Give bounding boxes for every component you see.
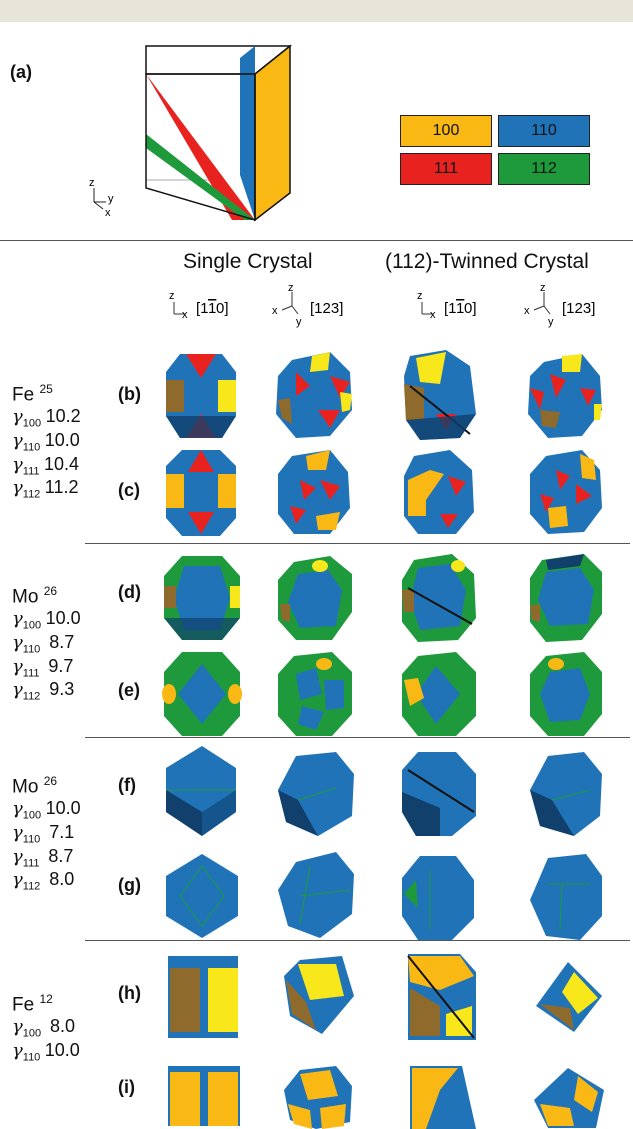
element-ref: 25 [39, 382, 53, 396]
axis-y: y [108, 193, 114, 205]
legend-100: 100 [400, 115, 492, 147]
crystal-d-twinned-110 [402, 554, 476, 642]
view-labels: z x [1 1 0] z x y [123] z x [1 1 0] z x … [169, 282, 595, 328]
header-single-crystal: Single Crystal [183, 250, 313, 273]
crystal-f-single-123 [278, 752, 354, 836]
svg-text:[123]: [123] [310, 300, 343, 317]
crystal-g-twinned-100 [402, 856, 474, 940]
axis-z: z [89, 177, 95, 189]
crystal-d-twinned-123 [530, 554, 602, 642]
svg-text:[1: [1 [444, 300, 457, 317]
crystal-b-twinned-123 [528, 354, 602, 438]
crystal-h-twinned-123 [536, 962, 602, 1032]
divider-top [0, 240, 633, 241]
svg-text:[123]: [123] [562, 300, 595, 317]
crystal-d-single-110 [164, 556, 240, 640]
legend-111: 111 [400, 153, 492, 185]
svg-text:y: y [548, 316, 554, 328]
crystal-e-single-123 [278, 652, 352, 736]
crystal-e-single-100 [162, 652, 242, 736]
crystal-i-single-100 [168, 1066, 240, 1126]
crystal-d-single-123 [278, 556, 352, 640]
header-twinned-crystal: (112)-Twinned Crystal [385, 250, 589, 273]
panel-label-g: (g) [118, 875, 141, 895]
panel-label-e: (e) [118, 680, 140, 700]
crystal-c-twinned-100 [404, 450, 474, 534]
view-123-single: z x y [123] [272, 282, 343, 328]
view-110-single: z x [1 1 0] [169, 290, 229, 321]
panel-label-d: (d) [118, 582, 141, 602]
svg-text:x: x [272, 305, 278, 317]
legend-110: 110 [498, 115, 590, 147]
crystal-e-twinned-123 [530, 652, 602, 736]
svg-text:0]: 0] [464, 300, 477, 317]
crystal-g-twinned-123 [530, 854, 602, 940]
crystal-f-twinned-123 [530, 752, 602, 836]
svg-text:x: x [430, 309, 436, 321]
material-block-fe12: Fe 12 γ100 8.0 γ110 10.0 [12, 992, 80, 1064]
crystal-e-twinned-100 [402, 652, 476, 736]
plane-111 [146, 74, 255, 220]
panel-label-f: (f) [118, 775, 136, 795]
axis-triad-icon: z y x [89, 177, 114, 219]
crystal-i-twinned-123 [534, 1068, 604, 1128]
svg-text:z: z [169, 290, 175, 302]
panel-label-a: (a) [10, 62, 32, 82]
crystal-g-single-123 [278, 852, 354, 938]
cube [145, 44, 293, 222]
crystal-i-single-123 [284, 1066, 352, 1129]
svg-text:x: x [524, 305, 530, 317]
plane-112 [146, 134, 255, 220]
crystal-g-single-100 [166, 854, 238, 938]
material-block-fe25: Fe 25 γ100 10.2 γ110 10.0 γ111 10.4 γ112… [12, 382, 81, 501]
crystal-h-twinned-110 [407, 954, 476, 1040]
crystal-f-single-110 [166, 746, 236, 836]
crystal-b-single-123 [276, 352, 352, 438]
view-123-twinned: z x y [123] [524, 282, 595, 328]
legend-112: 112 [498, 153, 590, 185]
svg-text:z: z [288, 282, 294, 294]
svg-text:0]: 0] [216, 300, 229, 317]
divider-2 [85, 737, 630, 738]
svg-text:[1: [1 [196, 300, 209, 317]
crystal-c-single-123 [278, 450, 350, 534]
svg-text:1: 1 [456, 300, 464, 317]
crystal-f-twinned-110 [402, 752, 476, 836]
plane-110 [240, 46, 255, 220]
divider-3 [85, 940, 630, 941]
panel-label-h: (h) [118, 983, 141, 1003]
axis-x: x [105, 207, 111, 219]
top-bar [0, 0, 633, 22]
crystal-b-single-110 [166, 354, 236, 438]
panel-label-c: (c) [118, 480, 140, 500]
view-110-twinned: z x [1 1 0] [417, 290, 477, 321]
crystal-h-single-123 [284, 956, 354, 1034]
panel-label-i: (i) [118, 1077, 135, 1097]
svg-text:z: z [417, 290, 423, 302]
material-block-mo26-a: Mo 26 γ100 10.0 γ110 8.7 γ111 9.7 γ112 9… [12, 584, 81, 703]
svg-text:y: y [296, 316, 302, 328]
panel-label-b: (b) [118, 384, 141, 404]
crystal-h-single-110 [168, 956, 238, 1038]
crystal-b-twinned-110 [404, 350, 476, 440]
crystal-i-twinned-100 [410, 1066, 476, 1129]
svg-text:x: x [182, 309, 188, 321]
face-100 [255, 46, 290, 220]
element-name: Fe [12, 384, 35, 406]
crystal-c-single-100 [166, 450, 236, 536]
crystal-c-twinned-123 [530, 450, 602, 534]
svg-text:1: 1 [208, 300, 216, 317]
cube-diagram: z y x [89, 44, 293, 222]
material-block-mo26-b: Mo 26 γ100 10.0 γ110 7.1 γ111 8.7 γ112 8… [12, 774, 81, 893]
svg-text:z: z [540, 282, 546, 294]
divider-1 [85, 543, 630, 544]
